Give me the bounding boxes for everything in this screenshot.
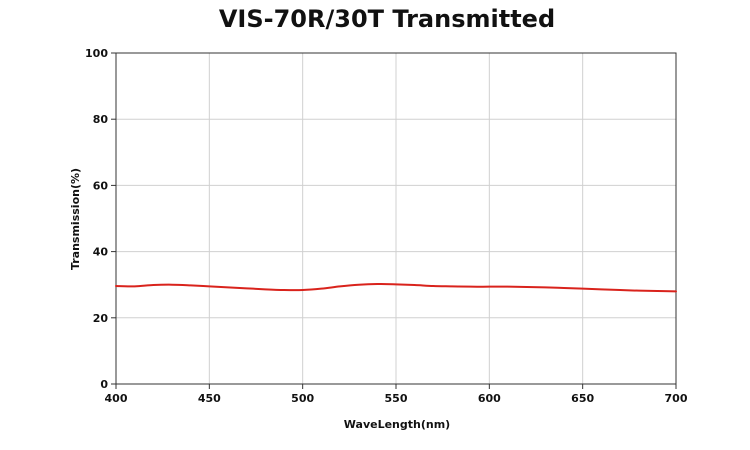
tick-labels: 400 450 500 550 600 650 700 0 20 40 60 80 100 bbox=[85, 47, 688, 405]
x-tick-label-600: 600 bbox=[478, 392, 501, 405]
grid-lines bbox=[116, 53, 676, 384]
y-tick-label-100: 100 bbox=[85, 47, 108, 60]
x-axis-label: WaveLength(nm) bbox=[344, 418, 450, 431]
series-layer bbox=[115, 283, 677, 293]
plot-frame bbox=[111, 52, 677, 389]
chart-title: VIS-70R/30T Transmitted bbox=[219, 5, 555, 33]
x-tick-label-500: 500 bbox=[291, 392, 314, 405]
y-tick-label-40: 40 bbox=[93, 246, 109, 259]
x-tick-label-400: 400 bbox=[105, 392, 128, 405]
x-tick-label-700: 700 bbox=[665, 392, 688, 405]
y-tick-label-60: 60 bbox=[93, 179, 109, 192]
y-tick-label-20: 20 bbox=[93, 312, 109, 325]
x-tick-label-650: 650 bbox=[571, 392, 594, 405]
series-line-0 bbox=[115, 283, 677, 293]
y-tick-label-0: 0 bbox=[100, 378, 108, 391]
y-tick-label-80: 80 bbox=[93, 113, 109, 126]
y-axis-label: Transmission(%) bbox=[69, 168, 82, 270]
x-tick-label-450: 450 bbox=[198, 392, 221, 405]
x-tick-label-550: 550 bbox=[385, 392, 408, 405]
